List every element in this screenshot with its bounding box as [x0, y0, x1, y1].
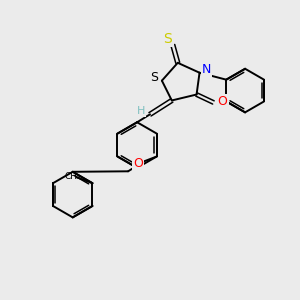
Text: O: O — [218, 95, 227, 108]
Text: N: N — [202, 63, 211, 76]
Text: S: S — [150, 71, 158, 84]
Text: O: O — [133, 157, 143, 170]
Text: CH₃: CH₃ — [64, 172, 81, 181]
Text: S: S — [164, 32, 172, 46]
Text: H: H — [137, 106, 145, 116]
